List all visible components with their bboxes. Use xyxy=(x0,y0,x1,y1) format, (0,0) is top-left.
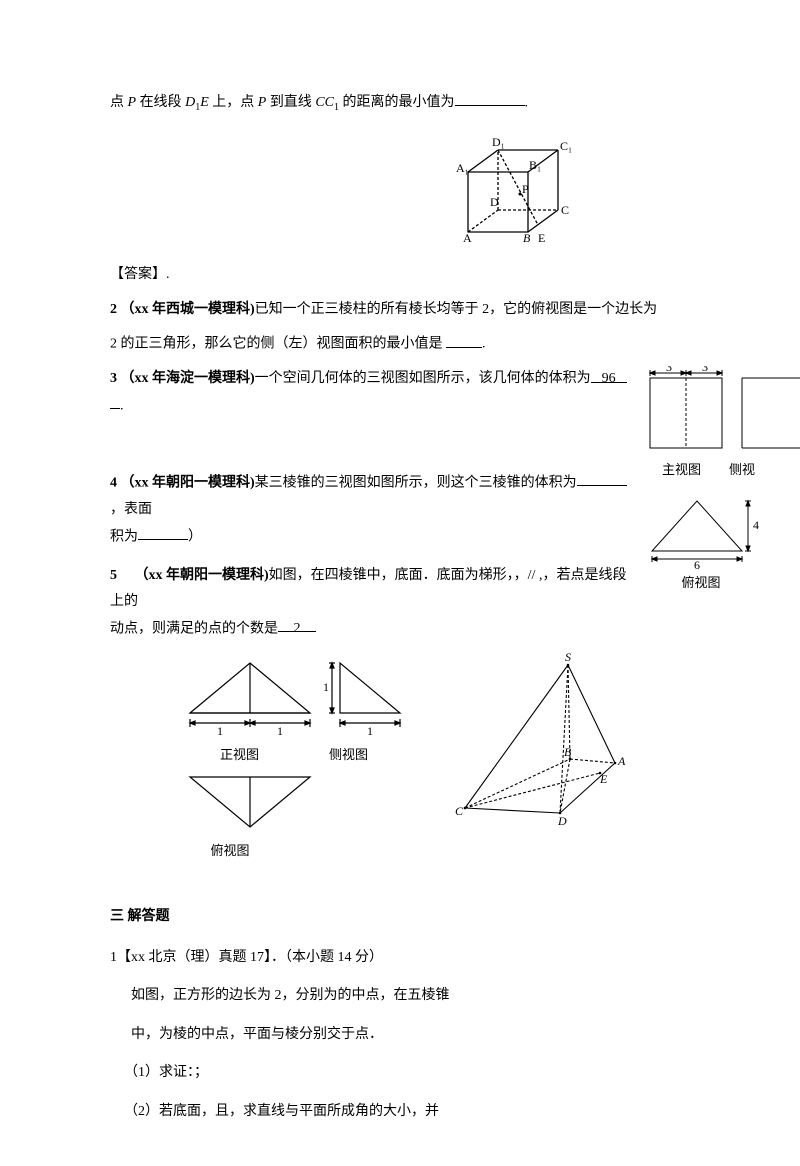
q3-ans: 96 xyxy=(591,366,627,382)
cap-front: 正视图 xyxy=(220,743,259,768)
q1-text: 点 P 在线段 D1E 上，点 P 到直线 CC1 的距离的最小值为. xyxy=(110,90,700,117)
svg-text:6: 6 xyxy=(694,558,700,569)
p1-l3: （1）求证：； xyxy=(110,1060,700,1087)
q5: 5 （xx 年朝阳一模理科)如图，在四棱锥中，底面．底面为梯形，，// ,，若点… xyxy=(110,563,634,643)
lbl-D: D xyxy=(490,195,499,209)
q3-num: 3 xyxy=(110,371,117,386)
cap-top: 俯视图 xyxy=(642,571,760,596)
q1-pre: 点 P 在线段 D1E 上，点 P 到直线 CC1 的距离的最小值为 xyxy=(110,95,455,110)
cap-side2: 侧视图 xyxy=(329,743,368,768)
lbl-D1: D₁ xyxy=(492,135,505,149)
q5-ans: 2 xyxy=(290,616,304,632)
p1-l2: 中，为棱的中点，平面与棱分别交于点． xyxy=(110,1022,700,1049)
q2-t1: 已知一个正三棱柱的所有棱长均等于 2，它的俯视图是一个边长为 xyxy=(255,302,658,317)
q4-figures: 1 1 1 1 正视图 侧视图 xyxy=(110,653,700,864)
svg-text:A: A xyxy=(617,754,626,768)
q5-src: （xx 年朝阳一模理科) xyxy=(135,568,269,583)
q3-row: 3 （xx 年海淀一模理科)一个空间几何体的三视图如图所示，该几何体的体积为96… xyxy=(110,366,700,642)
svg-text:1: 1 xyxy=(367,724,373,738)
q2-src: （xx 年西城一模理科) xyxy=(121,302,255,317)
q4-t3: 积为 xyxy=(110,529,138,544)
lbl-C1: C₁ xyxy=(560,139,572,153)
q4: 4 （xx 年朝阳一模理科)某三棱锥的三视图如图所示，则这个三棱锥的体积为，表面… xyxy=(110,470,634,551)
q4-blank1 xyxy=(577,470,627,486)
answer-label: 【答案】. xyxy=(110,262,700,289)
lbl-B1: B₁ xyxy=(529,158,541,172)
q4-num: 4 xyxy=(110,475,117,490)
q2-t2: 2 的正三角形，那么它的侧（左）视图面积的最小值是 xyxy=(110,337,443,352)
q4-t1: 某三棱锥的三视图如图所示，则这个三棱锥的体积为 xyxy=(255,475,577,490)
svg-text:S: S xyxy=(565,653,571,664)
cap-side: 侧视 xyxy=(729,458,755,483)
lbl-B: B xyxy=(523,231,531,245)
cap-top2: 俯视图 xyxy=(160,839,300,864)
q4-src: （xx 年朝阳一模理科) xyxy=(121,475,255,490)
lbl-C: C xyxy=(561,203,569,217)
p1: 1【xx 北京（理）真题 17】．（本小题 14 分） 如图，正方形的边长为 2… xyxy=(110,945,700,1126)
q3: 3 （xx 年海淀一模理科)一个空间几何体的三视图如图所示，该几何体的体积为96… xyxy=(110,366,634,420)
q3-src: （xx 年海淀一模理科) xyxy=(121,371,255,386)
q2-blank xyxy=(446,331,482,347)
p1-l1: 如图，正方形的边长为 2，分别为的中点，在五棱锥 xyxy=(110,983,700,1010)
lbl-E: E xyxy=(538,231,545,245)
lbl-P: P xyxy=(522,182,529,196)
cap-main: 主视图 xyxy=(662,458,701,483)
lbl-A1: A₁ xyxy=(456,161,469,175)
svg-text:4: 4 xyxy=(753,518,759,532)
section-3: 三 解答题 xyxy=(110,904,700,931)
q1-blank xyxy=(455,90,525,106)
svg-text:1: 1 xyxy=(217,724,223,738)
pyramid-figure: S A B C D E xyxy=(450,653,640,833)
svg-text:B: B xyxy=(564,745,572,759)
p1-head: 1【xx 北京（理）真题 17】．（本小题 14 分） xyxy=(110,945,700,972)
svg-text:1: 1 xyxy=(277,724,283,738)
p1-l4: （2）若底面，且，求直线与平面所成角的大小，并 xyxy=(110,1099,700,1126)
svg-text:3: 3 xyxy=(666,366,672,374)
cube-figure: A E B C D A₁ B₁ C₁ D₁ P xyxy=(450,132,580,252)
q2: 2 （xx 年西城一模理科)已知一个正三棱柱的所有棱长均等于 2，它的俯视图是一… xyxy=(110,297,700,359)
q5-num: 5 xyxy=(110,568,117,583)
q4-t2: 表面 xyxy=(124,502,152,517)
q5-t2: 动点，则满足的点的个数是 xyxy=(110,621,278,636)
q4-blank2 xyxy=(138,524,188,540)
q2-num: 2 xyxy=(110,302,117,317)
svg-text:1: 1 xyxy=(323,680,329,694)
svg-text:D: D xyxy=(557,814,567,828)
lbl-A: A xyxy=(463,231,472,245)
svg-text:E: E xyxy=(599,772,608,786)
q3-figure: 3 3 主视图 侧视 xyxy=(642,366,760,595)
q3-t: 一个空间几何体的三视图如图所示，该几何体的体积为 xyxy=(255,371,591,386)
svg-text:3: 3 xyxy=(702,366,708,374)
svg-text:C: C xyxy=(455,804,464,818)
